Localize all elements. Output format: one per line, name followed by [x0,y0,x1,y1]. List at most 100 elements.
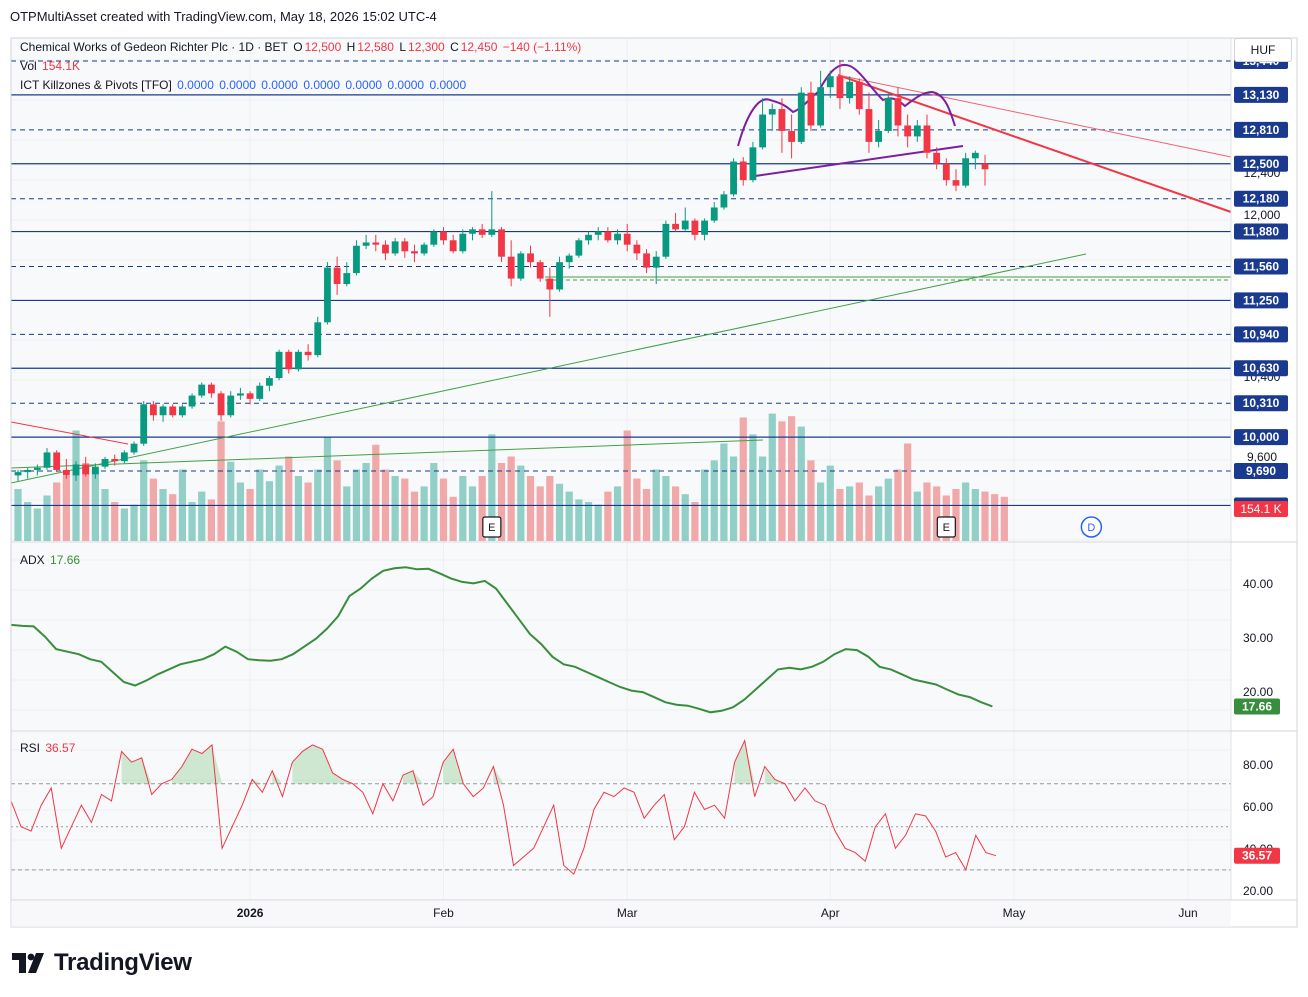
volume-bar [884,478,892,541]
volume-legend[interactable]: Vol 154.1K [20,59,82,73]
volume-bar [681,494,689,541]
currency-button[interactable]: HUF [1234,38,1292,62]
secondary-resistance-line [837,74,1232,158]
candle-body [894,98,902,126]
candle-body [285,351,293,370]
volume-bar [778,421,786,541]
candle-body [411,251,418,254]
pivot-level-tag-label: 13,130 [1243,88,1280,102]
candle-body [266,378,273,386]
adx-pane-shade [11,543,1231,730]
volume-bar [788,416,796,541]
volume-bar [468,486,477,541]
volume-bar [913,491,921,541]
volume-bar [768,413,776,541]
volume-bar [188,502,196,541]
volume-bar [333,460,341,541]
volume-bar [265,481,274,541]
candle-body [498,229,505,257]
volume-bar [478,476,486,541]
volume-bar [14,489,22,541]
candle-body [701,220,708,235]
price-change: −140 (−1.11%) [502,40,582,54]
pivot-level-tag-label: 11,880 [1243,225,1279,239]
pivot-level-tag-label: 10,310 [1243,396,1280,410]
volume-bar [729,456,738,541]
page-title: OTPMultiAsset created with TradingView.c… [10,9,437,24]
adx-last-tag [1234,698,1280,715]
rsi-value: 36.57 [45,741,76,755]
candle-body [623,233,631,245]
volume-bar [758,456,767,541]
volume-bar [720,443,728,541]
candle-body [237,393,244,396]
pivot-level-tag [1234,86,1288,103]
candle-body [91,466,99,475]
candle-body [82,464,90,475]
adx-axis-tick: 30.00 [1243,631,1273,645]
brand-logo[interactable]: TradingView [12,949,192,976]
candle-body [246,393,254,399]
candle-body [62,469,70,476]
candle-body [440,231,447,241]
volume-bar [875,486,883,541]
candle-body [739,161,747,181]
volume-bar [246,489,254,541]
volume-bar [72,430,80,541]
volume-bar [430,463,438,541]
volume-bar [82,463,90,541]
rsi-legend[interactable]: RSI 36.57 [20,741,77,755]
candle-body [585,234,592,241]
volume-bar [459,476,467,541]
candle-body [198,384,206,396]
ohlc-open-label: O [293,40,303,54]
candle-body [382,244,389,254]
candle-body [575,240,583,256]
ict-value: 0.0000 [177,78,214,92]
volume-last-tag-label: 154.1 K [1240,502,1281,516]
volume-bar [797,426,805,541]
volume-bar [846,486,854,541]
volume-bar [933,486,941,541]
symbol-legend[interactable]: Chemical Works of Gedeon Richter Plc · 1… [20,40,583,54]
volume-bar [227,461,235,541]
volume-bar [401,478,409,541]
adx-legend[interactable]: ADX 17.66 [20,553,82,567]
rsi-last-tag-label: 36.57 [1242,849,1272,863]
volume-bar [43,495,51,541]
candle-body [459,233,467,252]
candle-body [333,267,341,285]
time-axis-tick: Jun [1178,906,1197,920]
candle-body [101,458,109,467]
ict-legend[interactable]: ICT Killzones & Pivots [TFO] 0.0000 0.00… [20,78,468,92]
time-axis[interactable] [11,901,1231,927]
candle-body [488,229,496,235]
candle-body [227,395,235,416]
volume-bar [275,465,283,541]
ohlc-close: 12,450 [460,40,498,54]
ict-value: 0.0000 [345,78,383,92]
candle-body [643,253,650,268]
volume-bar [130,504,138,541]
volume-bar [217,421,225,541]
volume-bar [372,444,380,541]
candle-body [130,443,138,453]
ict-value: 0.0000 [261,78,298,92]
candle-body [140,404,148,444]
volume-bar [584,502,593,541]
volume-bar [24,502,32,541]
short-trend-line [10,439,764,469]
candle-body [565,255,573,263]
rsi-series-line [10,738,997,876]
ohlc-low-label: L [399,40,407,54]
ict-value: 0.0000 [219,78,256,92]
candle-body [159,406,167,416]
dividend-marker-label: D [1087,522,1095,534]
candle-body [449,240,457,252]
volume-bar [449,496,457,541]
candle-body [826,76,834,88]
volume-bar [169,494,177,541]
candle-body [730,161,737,195]
candle-body [662,223,670,257]
